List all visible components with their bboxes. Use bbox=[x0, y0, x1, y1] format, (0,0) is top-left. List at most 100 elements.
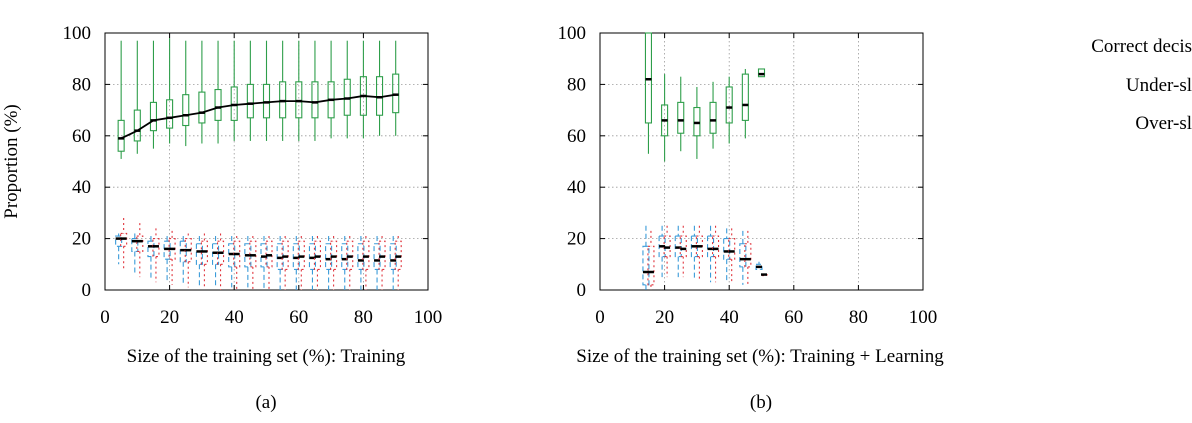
under-box-body bbox=[706, 235, 715, 258]
correct-box-body bbox=[166, 99, 174, 129]
under-box-body bbox=[642, 245, 650, 286]
over-box bbox=[362, 236, 370, 290]
over-box bbox=[663, 225, 671, 278]
correct-box-body bbox=[725, 86, 733, 124]
correct-box-body bbox=[741, 73, 749, 121]
x-tick-label: 0 bbox=[100, 307, 110, 328]
correct-box bbox=[392, 40, 400, 136]
y-tick-label: 40 bbox=[567, 177, 586, 198]
correct-box bbox=[709, 81, 717, 149]
correct-box bbox=[343, 40, 351, 139]
under-box bbox=[739, 230, 747, 285]
under-box-body bbox=[131, 238, 139, 253]
correct-box bbox=[182, 40, 190, 147]
under-box bbox=[163, 236, 171, 283]
x-tick-label: 80 bbox=[849, 307, 868, 328]
under-box-body bbox=[228, 243, 236, 268]
legend: Correct decis Under-sl Over-sl bbox=[1091, 36, 1192, 134]
correct-box-body bbox=[693, 106, 701, 137]
correct-box bbox=[311, 40, 319, 141]
y-tick-label: 80 bbox=[72, 74, 91, 95]
correct-box bbox=[757, 68, 766, 78]
under-box-body bbox=[115, 235, 123, 247]
correct-box bbox=[327, 40, 335, 139]
over-box-body bbox=[744, 243, 752, 268]
over-box-body bbox=[120, 232, 128, 247]
x-tick-label: 80 bbox=[354, 307, 373, 328]
over-box bbox=[233, 236, 241, 290]
correct-box bbox=[741, 68, 749, 139]
legend-entry: Under-sl bbox=[1126, 75, 1192, 96]
legend-entry: Over-sl bbox=[1135, 113, 1192, 134]
over-box bbox=[728, 228, 736, 283]
over-box bbox=[184, 233, 192, 288]
correct-box bbox=[677, 76, 685, 152]
over-box-body bbox=[663, 235, 671, 258]
x-tick-label: 20 bbox=[655, 307, 674, 328]
correct-box-body bbox=[375, 76, 384, 116]
over-box bbox=[297, 236, 305, 290]
plot-frame bbox=[104, 32, 429, 291]
correct-box bbox=[295, 40, 303, 141]
panel-caption: (b) bbox=[750, 392, 772, 413]
y-tick-label: 0 bbox=[82, 280, 92, 301]
over-box bbox=[136, 223, 144, 278]
y-tick-label: 0 bbox=[577, 280, 587, 301]
over-box-body bbox=[297, 240, 305, 270]
over-box-body bbox=[152, 238, 160, 258]
over-box bbox=[330, 236, 338, 290]
correct-box-body bbox=[262, 83, 271, 119]
correct-box-body bbox=[311, 81, 319, 119]
over-box bbox=[378, 236, 386, 290]
under-box-body bbox=[739, 243, 747, 268]
under-box-body bbox=[163, 240, 171, 260]
correct-box-body bbox=[392, 73, 400, 114]
under-box bbox=[723, 228, 731, 283]
y-tick-label: 60 bbox=[567, 126, 586, 147]
correct-box bbox=[166, 38, 174, 144]
correct-box bbox=[644, 32, 653, 154]
over-box-body bbox=[346, 240, 354, 270]
x-tick-label: 100 bbox=[414, 307, 443, 328]
correct-box-body bbox=[279, 81, 287, 119]
over-box bbox=[679, 225, 687, 278]
y-tick-label: 100 bbox=[63, 23, 92, 44]
over-box-body bbox=[378, 240, 386, 270]
over-box-body bbox=[362, 240, 370, 270]
correct-box bbox=[149, 40, 157, 149]
correct-trend-line bbox=[120, 93, 396, 140]
under-box-body bbox=[723, 238, 731, 260]
x-tick-label: 100 bbox=[909, 307, 938, 328]
over-box bbox=[265, 236, 273, 290]
over-box bbox=[152, 228, 160, 283]
correct-box-body bbox=[117, 119, 125, 152]
correct-box bbox=[133, 40, 141, 154]
over-box-body bbox=[313, 240, 322, 270]
under-box bbox=[642, 225, 650, 290]
panel-caption: (a) bbox=[255, 392, 276, 413]
panel-b: 0 20 40 60 80 100 0 20 40 60 80 100 Size of the trai… bbox=[558, 23, 945, 413]
correct-box-body bbox=[182, 94, 190, 127]
correct-box bbox=[230, 40, 238, 141]
y-axis-label: Proportion (%) bbox=[1, 104, 22, 219]
correct-box bbox=[279, 40, 287, 141]
under-box bbox=[212, 236, 220, 288]
over-box bbox=[711, 225, 720, 283]
over-box bbox=[744, 230, 752, 285]
correct-box bbox=[246, 40, 254, 141]
under-box-body bbox=[147, 240, 155, 258]
over-box bbox=[281, 236, 289, 290]
correct-box-body bbox=[709, 101, 717, 134]
over-box bbox=[695, 225, 703, 280]
y-tick-label: 20 bbox=[72, 229, 91, 250]
y-tick-label: 100 bbox=[558, 23, 587, 44]
over-box-body bbox=[265, 240, 273, 268]
correct-box-body bbox=[133, 109, 141, 142]
y-tick-label: 80 bbox=[567, 74, 586, 95]
correct-box bbox=[262, 40, 271, 141]
correct-box-body bbox=[246, 83, 254, 119]
correct-box-body bbox=[644, 32, 653, 124]
x-axis-label: Size of the training set (%): Training bbox=[127, 346, 406, 367]
x-tick-label: 0 bbox=[595, 307, 605, 328]
under-box-body bbox=[212, 243, 220, 265]
